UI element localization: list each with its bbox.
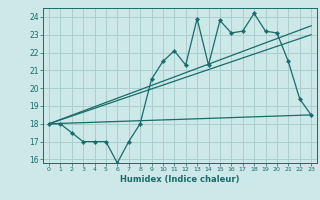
X-axis label: Humidex (Indice chaleur): Humidex (Indice chaleur) <box>120 175 240 184</box>
